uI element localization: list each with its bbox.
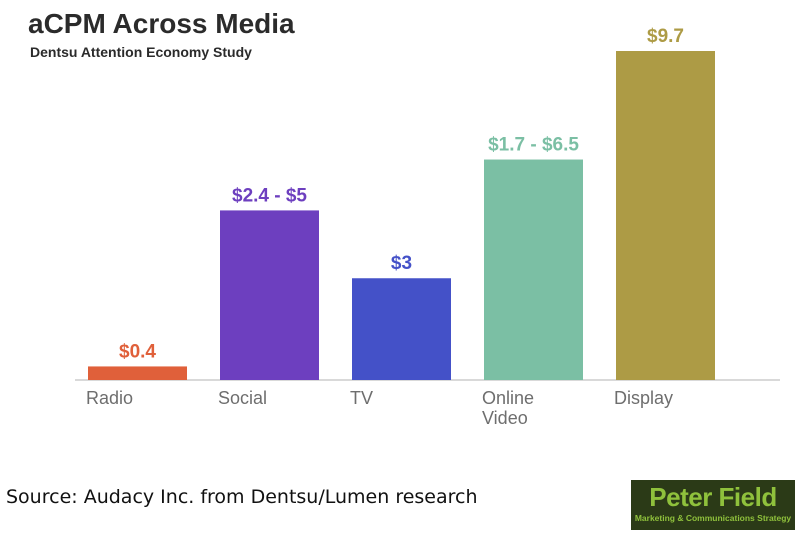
category-label: Radio — [86, 388, 133, 408]
peter-field-logo: Peter Field Marketing & Communications S… — [631, 480, 795, 530]
source-note: Source: Audacy Inc. from Dentsu/Lumen re… — [6, 486, 478, 508]
bar-radio — [88, 366, 187, 380]
category-label: Display — [614, 388, 673, 408]
chart-title: aCPM Across Media — [28, 8, 295, 39]
category-label: Social — [218, 388, 267, 408]
data-label: $1.7 - $6.5 — [488, 135, 579, 156]
category-label: Online Video — [482, 388, 534, 428]
category-label: TV — [350, 388, 373, 408]
bar-social — [220, 210, 319, 380]
data-label: $3 — [391, 253, 412, 274]
data-label: $0.4 — [119, 341, 156, 362]
data-label: $9.7 — [647, 26, 684, 47]
bar-display — [616, 51, 715, 380]
bar-tv — [352, 278, 451, 380]
logo-tagline: Marketing & Communications Strategy — [634, 513, 792, 523]
data-label: $2.4 - $5 — [232, 185, 307, 206]
chart-subtitle: Dentsu Attention Economy Study — [30, 44, 252, 60]
bar-chart: $0.4 Radio $2.4 - $5 Social $3 TV $1.7 - $6.5 O… — [75, 26, 780, 428]
bar-online-video — [484, 159, 583, 380]
logo-name: Peter Field — [649, 482, 777, 512]
